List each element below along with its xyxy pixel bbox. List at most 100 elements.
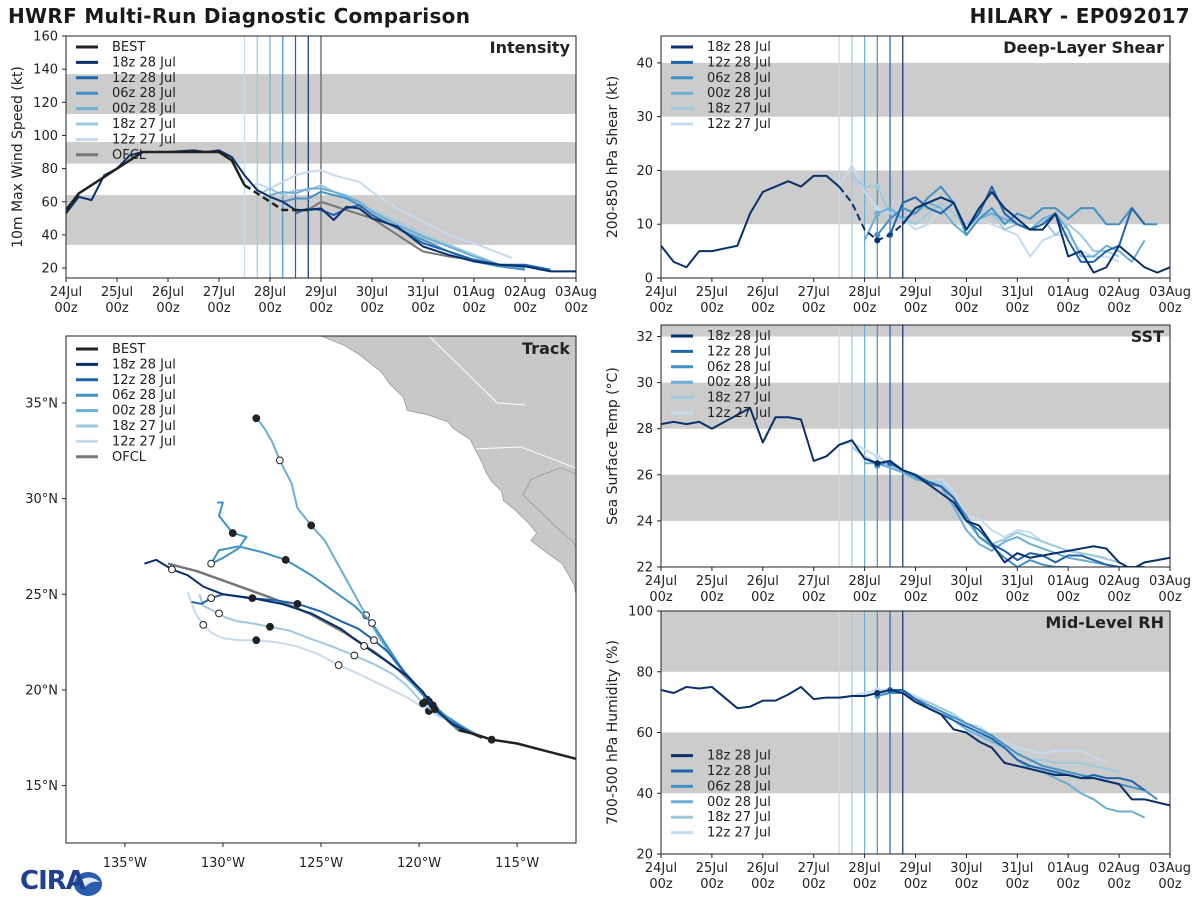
- y-axis-label: 10m Max Wind Speed (kt): [10, 66, 26, 248]
- x-tick-label: 01Aug: [1047, 861, 1089, 876]
- plot-area: [661, 611, 1170, 854]
- x-tick-label: 30Jul: [356, 285, 388, 300]
- shaded-band: [661, 325, 1170, 337]
- series-line: [661, 406, 1170, 567]
- legend-label: 00z 28 Jul: [112, 404, 176, 419]
- x-tick-hour-label: 00z: [904, 301, 928, 316]
- series-line: [243, 184, 309, 212]
- y-tick-label: 160: [33, 30, 58, 45]
- x-tick-label: 27Jul: [798, 285, 830, 300]
- x-tick-label: 115°W: [495, 856, 539, 871]
- x-tick-hour-label: 00z: [802, 877, 826, 892]
- x-tick-label: 03Aug: [1149, 574, 1191, 589]
- x-tick-label: 31Jul: [1001, 861, 1033, 876]
- x-tick-label: 26Jul: [152, 285, 184, 300]
- x-tick-hour-label: 00z: [1158, 590, 1182, 605]
- x-tick-hour-label: 00z: [54, 301, 78, 316]
- x-tick-label: 28Jul: [848, 574, 880, 589]
- logo-swirl-icon: [76, 877, 100, 888]
- track-position-marker: [370, 636, 378, 645]
- track-position-marker: [215, 609, 223, 618]
- y-tick-label: 30: [636, 376, 653, 391]
- x-tick-label: 29Jul: [899, 574, 931, 589]
- panel-title: Mid-Level RH: [1045, 613, 1164, 632]
- track-position-marker: [275, 456, 284, 465]
- track-position-marker: [307, 521, 316, 530]
- x-tick-label: 24Jul: [645, 861, 677, 876]
- x-tick-label: 28Jul: [848, 285, 880, 300]
- y-axis-label: 700-500 hPa Humidity (%): [605, 640, 621, 825]
- x-tick-hour-label: 00z: [1107, 301, 1131, 316]
- track-position-marker: [168, 565, 176, 574]
- series-line: [244, 169, 513, 260]
- track-position-marker: [360, 642, 369, 650]
- x-tick-label: 31Jul: [1001, 285, 1033, 300]
- y-tick-label: 40: [636, 56, 653, 71]
- x-tick-hour-label: 00z: [1006, 877, 1030, 892]
- series-line: [851, 446, 1120, 564]
- x-tick-label: 01Aug: [1047, 285, 1089, 300]
- x-tick-hour-label: 00z: [156, 301, 180, 316]
- legend-label: 18z 28 Jul: [707, 40, 771, 55]
- x-tick-label: 25Jul: [696, 285, 728, 300]
- x-tick-hour-label: 00z: [1107, 590, 1131, 605]
- legend-label: BEST: [112, 342, 145, 357]
- x-tick-label: 03Aug: [1149, 285, 1191, 300]
- legend-label: 18z 28 Jul: [707, 749, 771, 764]
- init-marker: [874, 453, 881, 460]
- x-tick-label: 01Aug: [1047, 574, 1089, 589]
- x-tick-hour-label: 00z: [700, 590, 724, 605]
- legend-label: 00z 28 Jul: [707, 375, 771, 390]
- legend-label: 06z 28 Jul: [112, 388, 176, 403]
- shaded-band: [661, 474, 1170, 521]
- x-tick-hour-label: 00z: [904, 590, 928, 605]
- track-position-marker: [228, 529, 237, 537]
- x-tick-label: 27Jul: [798, 861, 830, 876]
- x-tick-hour-label: 00z: [649, 877, 673, 892]
- track-position-marker: [487, 735, 496, 744]
- x-tick-hour-label: 00z: [1107, 877, 1131, 892]
- legend-label: 12z 27 Jul: [707, 117, 771, 132]
- x-tick-label: 02Aug: [504, 285, 546, 300]
- shaded-band: [661, 62, 1170, 117]
- x-tick-hour-label: 00z: [853, 590, 877, 605]
- x-tick-hour-label: 00z: [802, 301, 826, 316]
- series-line: [269, 187, 526, 270]
- x-tick-hour-label: 00z: [462, 301, 486, 316]
- legend-label: 18z 28 Jul: [707, 329, 771, 344]
- y-tick-label: 15°N: [25, 779, 58, 794]
- panel-sst: 22242628303224Jul00z25Jul00z26Jul00z27Ju…: [605, 324, 1191, 605]
- track-position-marker: [199, 620, 208, 629]
- y-tick-label: 26: [636, 468, 653, 483]
- series-line: [889, 462, 1145, 567]
- y-tick-label: 120: [33, 96, 58, 111]
- plot-area: [66, 36, 576, 278]
- track-position-marker: [248, 594, 257, 603]
- init-marker: [874, 183, 881, 190]
- x-tick-label: 24Jul: [645, 574, 677, 589]
- track-position-marker: [368, 619, 376, 627]
- legend-label: 06z 28 Jul: [112, 86, 176, 101]
- cira-logo-text: CIRA: [20, 866, 86, 896]
- x-tick-hour-label: 00z: [649, 590, 673, 605]
- x-tick-hour-label: 00z: [955, 301, 979, 316]
- y-tick-label: 10: [636, 218, 653, 233]
- x-tick-label: 02Aug: [1098, 285, 1140, 300]
- x-tick-label: 29Jul: [899, 285, 931, 300]
- legend-label: 00z 28 Jul: [112, 102, 176, 117]
- y-axis-label: 200-850 hPa Shear (kt): [605, 76, 621, 238]
- legend-label: 12z 27 Jul: [112, 434, 176, 449]
- y-tick-label: 80: [636, 665, 653, 680]
- legend-label: 12z 28 Jul: [112, 373, 176, 388]
- y-axis-label: Sea Surface Temp (°C): [605, 367, 621, 525]
- x-tick-hour-label: 00z: [1057, 877, 1081, 892]
- x-tick-hour-label: 00z: [1006, 590, 1030, 605]
- x-tick-label: 26Jul: [747, 574, 779, 589]
- state-line: [418, 336, 526, 406]
- track-position-marker: [350, 651, 359, 660]
- series-line: [876, 185, 1158, 236]
- x-tick-hour-label: 00z: [1057, 301, 1081, 316]
- legend-label: OFCL: [112, 148, 147, 163]
